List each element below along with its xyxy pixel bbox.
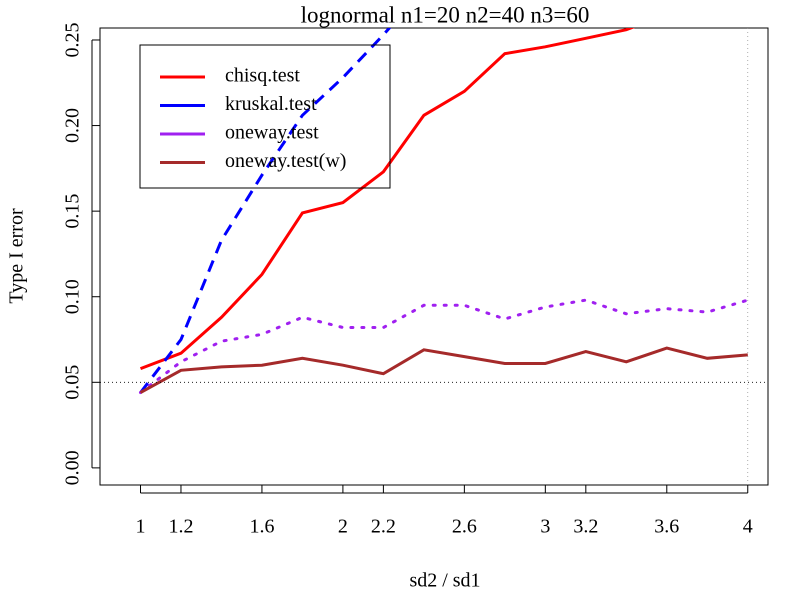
x-tick-label: 1 <box>135 516 145 538</box>
chart-title: lognormal n1=20 n2=40 n3=60 <box>301 2 590 27</box>
legend-label: oneway.test(w) <box>225 150 346 172</box>
x-tick-label: 2.2 <box>371 516 396 538</box>
y-tick-label: 0.25 <box>62 22 84 57</box>
y-tick-label: 0.05 <box>62 365 84 400</box>
x-tick-label: 2 <box>338 516 348 538</box>
x-tick-label: 1.2 <box>168 516 193 538</box>
y-axis-label: Type I error <box>6 208 28 304</box>
x-tick-label: 2.6 <box>452 516 477 538</box>
x-axis-label: sd2 / sd1 <box>409 570 480 592</box>
series-line <box>139 28 635 371</box>
x-tick-label: 1.6 <box>249 516 274 538</box>
legend-box <box>139 44 391 189</box>
legend-label: kruskal.test <box>225 93 317 115</box>
series-line <box>139 346 748 394</box>
x-tick-label: 3.6 <box>654 516 679 538</box>
y-tick-label: 0.00 <box>62 450 84 485</box>
legend-label: oneway.test <box>225 122 319 144</box>
y-tick-label: 0.20 <box>62 108 84 143</box>
y-tick-label: 0.15 <box>62 194 84 229</box>
series-line <box>139 28 392 394</box>
x-tick-label: 3 <box>540 516 550 538</box>
x-tick-label: 3.2 <box>573 516 598 538</box>
plot-frame <box>99 27 769 486</box>
series-line <box>139 298 750 395</box>
y-tick-label: 0.10 <box>62 279 84 314</box>
legend-label: chisq.test <box>225 65 300 87</box>
plot-lines <box>139 28 750 395</box>
x-tick-label: 4 <box>743 516 753 538</box>
